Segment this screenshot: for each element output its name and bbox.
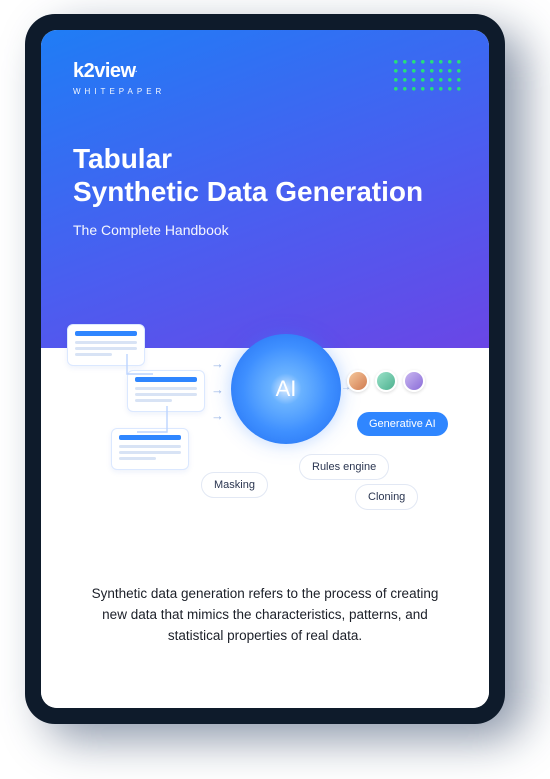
pill-generative-ai: Generative AI (357, 412, 448, 436)
summary-text: Synthetic data generation refers to the … (91, 584, 439, 647)
pill-rules-engine: Rules engine (299, 454, 389, 480)
arrow-in-icon: → (211, 356, 224, 371)
avatar (347, 370, 369, 392)
brand-logo-text: k2view (73, 60, 136, 82)
avatar-row (347, 370, 425, 392)
arrow-in-icon: → (211, 408, 224, 423)
cover-header: k2view. WHITEPAPER Tabular Synthetic Dat… (41, 30, 489, 348)
ai-orb: AI (231, 334, 341, 444)
title-block: Tabular Synthetic Data Generation The Co… (73, 142, 457, 238)
brand-logo: k2view. (73, 60, 165, 83)
diagram: → → → AI → Generative AI Rules engine Ma… (41, 324, 489, 564)
ai-label: AI (276, 376, 297, 402)
card-connectors (67, 324, 217, 484)
avatar (403, 370, 425, 392)
pill-masking: Masking (201, 472, 268, 498)
stage: k2view. WHITEPAPER Tabular Synthetic Dat… (0, 0, 550, 779)
title-line-2: Synthetic Data Generation (73, 175, 457, 208)
brand-subline: WHITEPAPER (73, 87, 165, 96)
avatar (375, 370, 397, 392)
subtitle: The Complete Handbook (73, 222, 457, 238)
screen: k2view. WHITEPAPER Tabular Synthetic Dat… (41, 30, 489, 708)
dot-grid (392, 58, 463, 93)
title-line-1: Tabular (73, 142, 457, 175)
tablet-frame: k2view. WHITEPAPER Tabular Synthetic Dat… (25, 14, 505, 724)
pill-cloning: Cloning (355, 484, 418, 510)
cover-body: → → → AI → Generative AI Rules engine Ma… (41, 348, 489, 708)
